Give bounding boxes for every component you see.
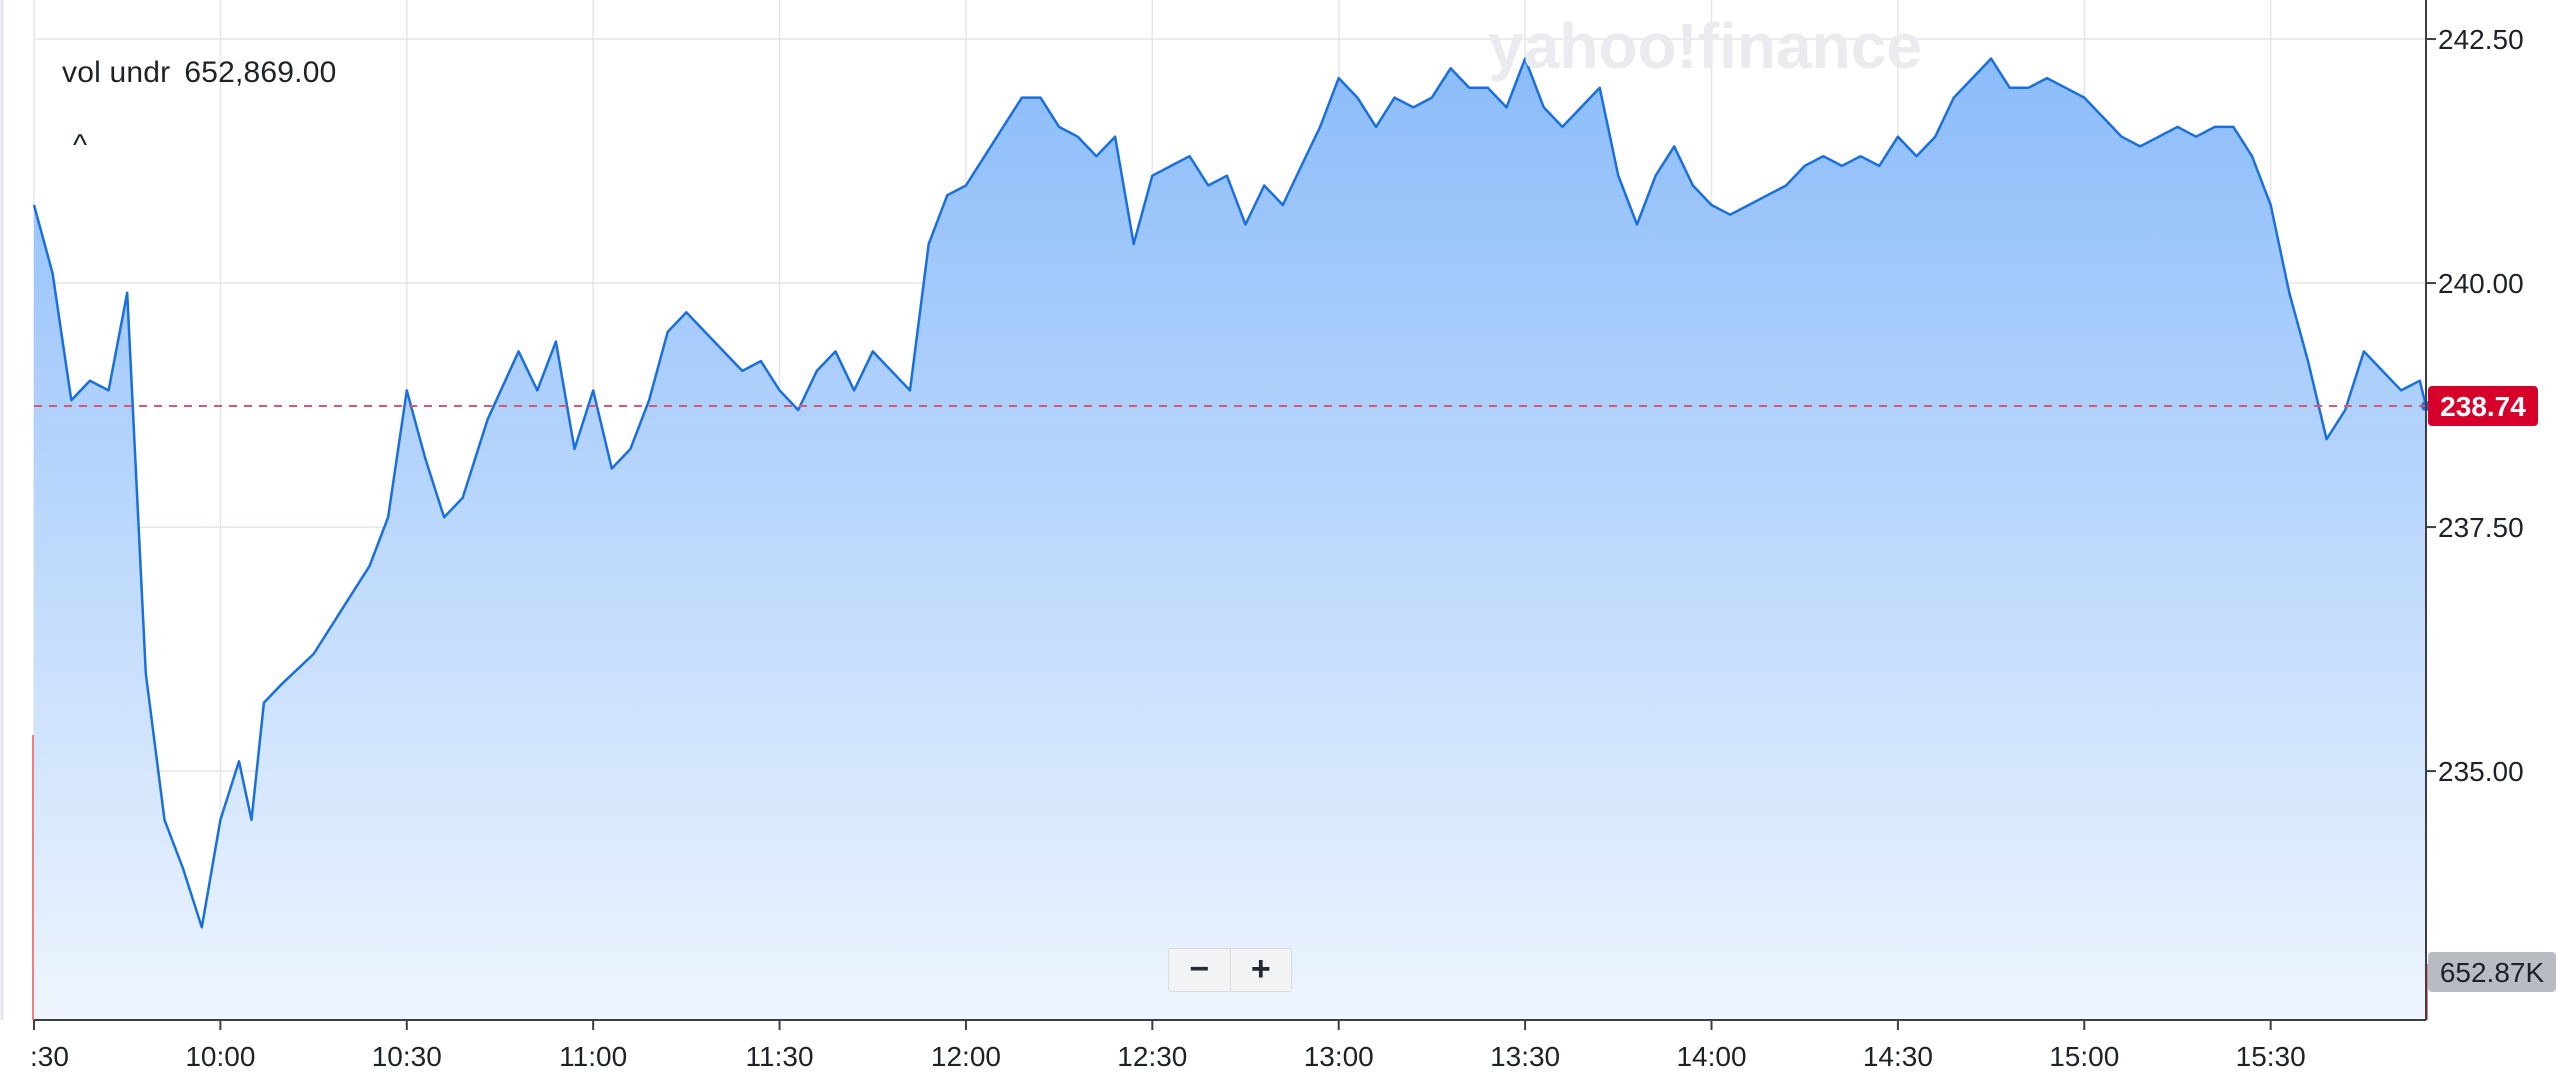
y-tick-label: 235.00: [2438, 756, 2524, 787]
volume-label: 652.87K: [2440, 957, 2545, 988]
last-price-badge: [2428, 386, 2538, 427]
x-tick-label: 12:30: [1117, 1041, 1187, 1072]
y-tick-label: 242.50: [2438, 24, 2524, 55]
price-line: [32, 57, 2428, 929]
price-area-fill: [34, 58, 2426, 1021]
y-tick-label: 237.50: [2438, 512, 2524, 543]
watermark: yahoo!finance: [1488, 10, 1922, 82]
x-tick-label: 14:30: [1863, 1041, 1933, 1072]
zoom-out-button[interactable]: −: [1189, 950, 1210, 988]
chart-legend: vol undr 652,869.00: [62, 56, 337, 90]
legend-label: vol undr: [62, 56, 171, 89]
axes: 242.50 240.00 237.50 235.00 :30 10:00 10:30 11:…: [30, 0, 2556, 1072]
x-tick-label: 12:00: [931, 1041, 1001, 1072]
x-tick-label: 10:30: [372, 1041, 442, 1072]
x-tick-label: 15:00: [2049, 1041, 2119, 1072]
x-tick-label: :30: [30, 1041, 69, 1072]
x-tick-label: 13:30: [1490, 1041, 1560, 1072]
x-tick-label: 15:30: [2236, 1041, 2306, 1072]
last-price-label: 238.74: [2440, 391, 2526, 422]
y-tick-label: 240.00: [2438, 268, 2524, 299]
x-tick-label: 14:00: [1676, 1041, 1746, 1072]
collapse-legend-button[interactable]: ^: [72, 129, 88, 162]
zoom-in-button[interactable]: +: [1229, 949, 1292, 991]
x-tick-label: 13:00: [1304, 1041, 1374, 1072]
x-tick-label: 10:00: [185, 1041, 255, 1072]
legend-value: 652,869.00: [184, 56, 337, 89]
x-tick-label: 11:30: [746, 1041, 814, 1072]
zoom-controls: − +: [1168, 948, 1292, 992]
volume-badge: [2428, 952, 2556, 992]
x-tick-label: 11:00: [559, 1041, 627, 1072]
